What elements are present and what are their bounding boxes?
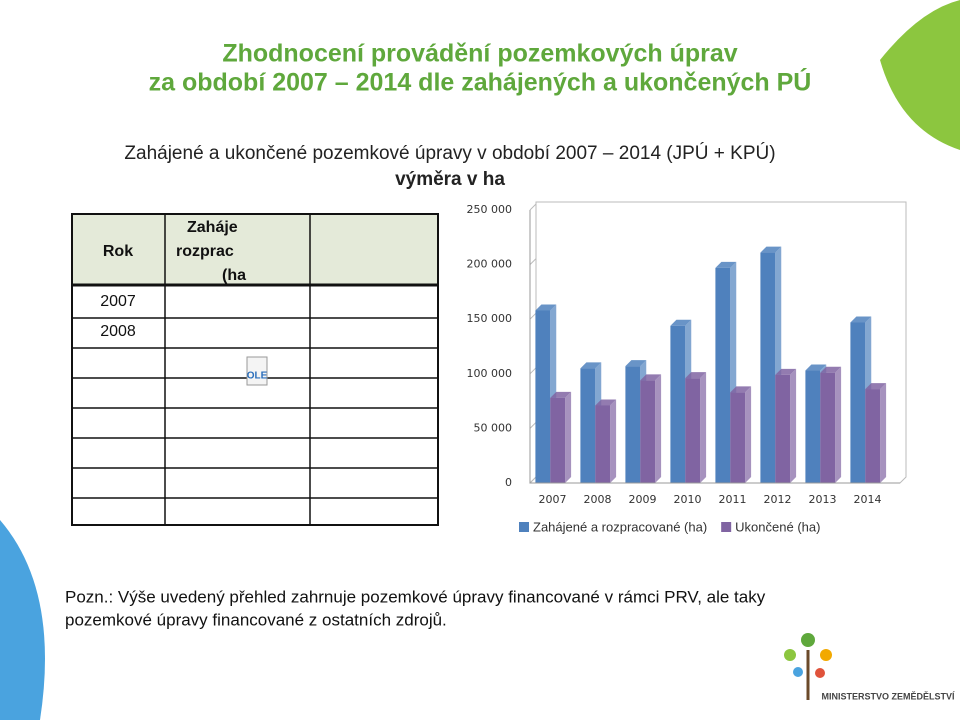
bar-top xyxy=(670,319,692,326)
y-tick-label: 100 000 xyxy=(467,367,513,380)
bar-top xyxy=(850,316,872,323)
bar-side xyxy=(790,368,797,483)
x-tick-label: 2013 xyxy=(809,493,837,506)
grid-line xyxy=(529,312,537,320)
bar-top xyxy=(820,366,842,373)
y-tick-label: 0 xyxy=(505,476,512,489)
table-header-cell: (ha xyxy=(222,267,246,284)
bar-top xyxy=(685,372,707,379)
table-header-cell: rozprac xyxy=(176,243,234,260)
grid-line xyxy=(529,367,537,375)
bar xyxy=(685,378,701,483)
bar-top xyxy=(715,261,737,268)
legend-label: Ukončené (ha) xyxy=(735,519,820,534)
grid-line xyxy=(529,258,537,265)
title: Zhodnocení provádění pozemkových úprav xyxy=(222,40,737,68)
bar-top xyxy=(760,246,782,253)
bar-side xyxy=(655,374,662,483)
bar xyxy=(535,310,551,483)
bar xyxy=(715,267,731,483)
chart: 0 50 000 100 000 150 000 200 000 250 000 2007 2… xyxy=(467,201,907,534)
bar xyxy=(580,368,596,483)
bar xyxy=(640,380,656,483)
bar xyxy=(670,325,686,483)
bar-side xyxy=(745,386,752,483)
bar-side xyxy=(880,383,887,483)
bar-top xyxy=(805,364,827,371)
legend-swatch xyxy=(721,522,732,532)
decor-blue xyxy=(0,520,45,720)
y-tick-label: 150 000 xyxy=(467,312,513,325)
legend-label: Zahájené a rozpracované (ha) xyxy=(533,519,707,534)
x-tick-label: 2010 xyxy=(674,493,702,506)
bar-top xyxy=(625,360,647,367)
table-header xyxy=(72,214,438,285)
bar-top xyxy=(595,399,617,406)
bar xyxy=(820,372,836,483)
title: za období 2007 – 2014 dle zahájených a u… xyxy=(149,67,812,97)
table-cell: 2007 xyxy=(100,293,136,310)
grid-line xyxy=(529,476,537,484)
table-header-cell: Rok xyxy=(103,243,133,260)
bar-side xyxy=(835,366,842,483)
bar xyxy=(805,370,821,483)
logo-text: MINISTERSTVO ZEMĚDĚLSTVÍ xyxy=(821,690,955,701)
bar-side xyxy=(565,391,572,483)
table-header-cell: Zaháje xyxy=(187,219,238,236)
grid-line xyxy=(529,203,537,211)
decor-green xyxy=(880,0,960,150)
bar-top xyxy=(865,383,887,390)
bar xyxy=(850,322,866,483)
ole-label: OLE xyxy=(247,371,268,382)
x-tick-label: 2014 xyxy=(854,493,882,506)
bar xyxy=(760,252,776,483)
y-tick-label: 200 000 xyxy=(467,258,513,271)
bar-top xyxy=(550,391,572,398)
bar-top xyxy=(535,304,557,311)
note: pozemkové úpravy financované z ostatních… xyxy=(65,610,447,629)
bar xyxy=(730,392,746,483)
y-tick-label: 250 000 xyxy=(467,203,513,216)
bar-top xyxy=(775,368,797,375)
table-cell: 2008 xyxy=(100,323,136,340)
bar xyxy=(865,389,881,483)
grid-line xyxy=(529,422,537,429)
y-tick-label: 50 000 xyxy=(474,421,513,434)
table: Rok Zaháje rozprac (ha 2007 2008 OLE xyxy=(71,213,439,526)
x-tick-label: 2011 xyxy=(719,493,747,506)
bar-top xyxy=(640,374,662,381)
note: Pozn.: Výše uvedený přehled zahrnuje poz… xyxy=(65,587,766,606)
legend-swatch xyxy=(519,522,529,532)
bar xyxy=(775,374,791,483)
subtitle: Zahájené a ukončené pozemkové úpravy v o… xyxy=(124,142,775,164)
bar-top xyxy=(730,386,752,393)
x-tick-label: 2009 xyxy=(629,493,657,506)
table-border xyxy=(71,213,439,526)
logo: MINISTERSTVO ZEMĚDĚLSTVÍ xyxy=(784,633,955,701)
subtitle: výměra v ha xyxy=(395,169,505,190)
bar-top xyxy=(580,362,602,369)
bar-side xyxy=(700,372,707,483)
bar xyxy=(550,397,566,483)
bar xyxy=(625,366,641,483)
ole-icon xyxy=(246,356,268,386)
bar xyxy=(595,405,611,483)
x-tick-label: 2012 xyxy=(764,493,792,506)
x-tick-label: 2007 xyxy=(539,493,567,506)
x-tick-label: 2008 xyxy=(584,493,612,506)
bar-side xyxy=(610,399,617,483)
